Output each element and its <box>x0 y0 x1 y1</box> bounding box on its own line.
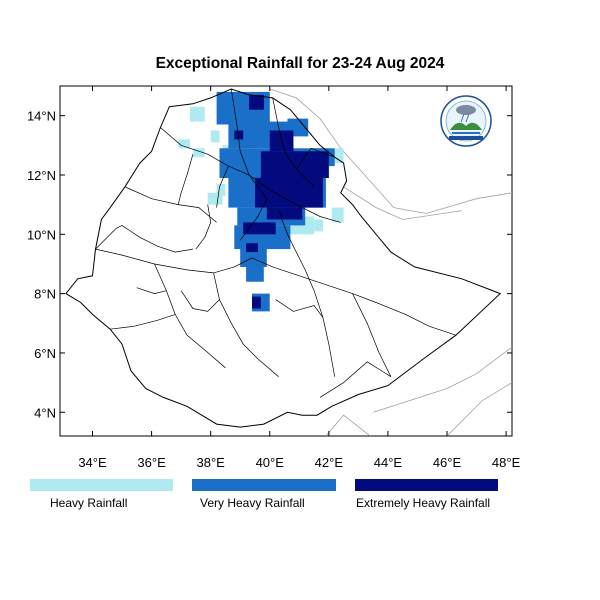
y-tick-label: 12°N <box>27 168 56 183</box>
ethiopian-meteorology-institute-logo <box>440 95 492 147</box>
x-tick-label: 42°E <box>315 455 344 470</box>
x-tick-label: 44°E <box>374 455 403 470</box>
ethiopia-outline <box>65 88 502 428</box>
admin-boundary-line <box>319 361 392 398</box>
admin-boundary-line <box>95 248 253 274</box>
rainfall-cell <box>331 207 344 223</box>
x-tick-label: 34°E <box>78 455 107 470</box>
admin-boundary-line <box>216 165 229 208</box>
rainfall-cell <box>252 296 261 309</box>
x-tick-label: 40°E <box>256 455 285 470</box>
admin-boundary-line <box>230 88 268 199</box>
admin-boundary-line <box>278 210 336 377</box>
rainfall-cell <box>192 148 205 158</box>
admin-boundary-line <box>195 204 212 250</box>
rainfall-cell <box>249 94 264 110</box>
admin-boundary-line <box>239 198 268 241</box>
admin-boundary-line <box>375 302 457 336</box>
y-tick-label: 8°N <box>34 287 56 302</box>
neighbor-boundary-line <box>325 414 371 436</box>
y-tick-label: 14°N <box>27 109 56 124</box>
regional-boundaries <box>95 88 457 398</box>
legend-swatch-very-heavy <box>192 479 336 491</box>
x-tick-label: 36°E <box>137 455 166 470</box>
rainfall-cell <box>246 266 264 282</box>
legend-label-very-heavy: Very Heavy Rainfall <box>200 496 305 510</box>
admin-boundary-line <box>248 174 341 223</box>
x-tick-label: 46°E <box>433 455 462 470</box>
map-title: Exceptional Rainfall for 23-24 Aug 2024 <box>155 55 445 72</box>
rainfall-cell <box>314 219 323 232</box>
frame-border <box>59 85 513 437</box>
axis-ticks: 34°E 36°E 38°E 40°E 42°E 44°E 46°E 48°E 4°N 6°N 8°… <box>27 86 521 470</box>
neighbor-boundary-line <box>446 382 512 436</box>
rainfall-cell <box>266 207 303 220</box>
x-tick-label: 48°E <box>492 455 521 470</box>
admin-boundary-line <box>352 293 392 377</box>
admin-boundary-line <box>180 290 220 312</box>
admin-boundary-line <box>160 127 250 176</box>
y-tick-label: 4°N <box>34 405 56 420</box>
legend-swatch-heavy <box>30 479 173 491</box>
admin-boundary-line <box>121 225 193 253</box>
rainfall-cell <box>234 130 244 140</box>
rainfall-cell <box>334 148 344 164</box>
country-outline <box>65 88 502 428</box>
rainfall-cell <box>207 192 223 205</box>
legend-label-heavy: Heavy Rainfall <box>50 496 128 510</box>
rainfall-overlay <box>178 91 344 312</box>
admin-boundary-line <box>177 154 194 205</box>
admin-boundary-line <box>154 263 226 369</box>
neighbor-boundaries <box>269 88 512 436</box>
rainfall-cell <box>246 243 258 253</box>
x-tick-label: 38°E <box>196 455 225 470</box>
admin-boundary-line <box>136 287 167 294</box>
admin-boundary-line <box>95 225 123 250</box>
y-tick-label: 6°N <box>34 346 56 361</box>
admin-boundary-line <box>296 147 335 170</box>
rainfall-cell <box>243 222 276 235</box>
admin-boundary-line <box>275 299 324 318</box>
rainfall-cell <box>311 157 326 172</box>
admin-boundary-line <box>213 272 279 377</box>
admin-boundary-line <box>124 186 217 223</box>
admin-boundary-line <box>251 257 377 303</box>
rainfall-cell <box>190 106 205 122</box>
legend-swatch-extremely-heavy <box>355 479 498 491</box>
neighbor-boundary-line <box>373 346 512 413</box>
neighbor-boundary-line <box>343 186 462 220</box>
rainfall-cell <box>210 130 220 143</box>
legend-label-extremely-heavy: Extremely Heavy Rainfall <box>356 496 491 510</box>
rainfall-cell <box>255 177 323 208</box>
admin-boundary-line <box>272 97 315 188</box>
map-frame <box>59 85 513 437</box>
y-tick-label: 10°N <box>27 227 56 242</box>
rainfall-cell <box>216 183 226 196</box>
admin-boundary-line <box>110 314 176 330</box>
neighbor-boundary-line <box>269 88 512 214</box>
rainfall-cell <box>178 139 190 149</box>
